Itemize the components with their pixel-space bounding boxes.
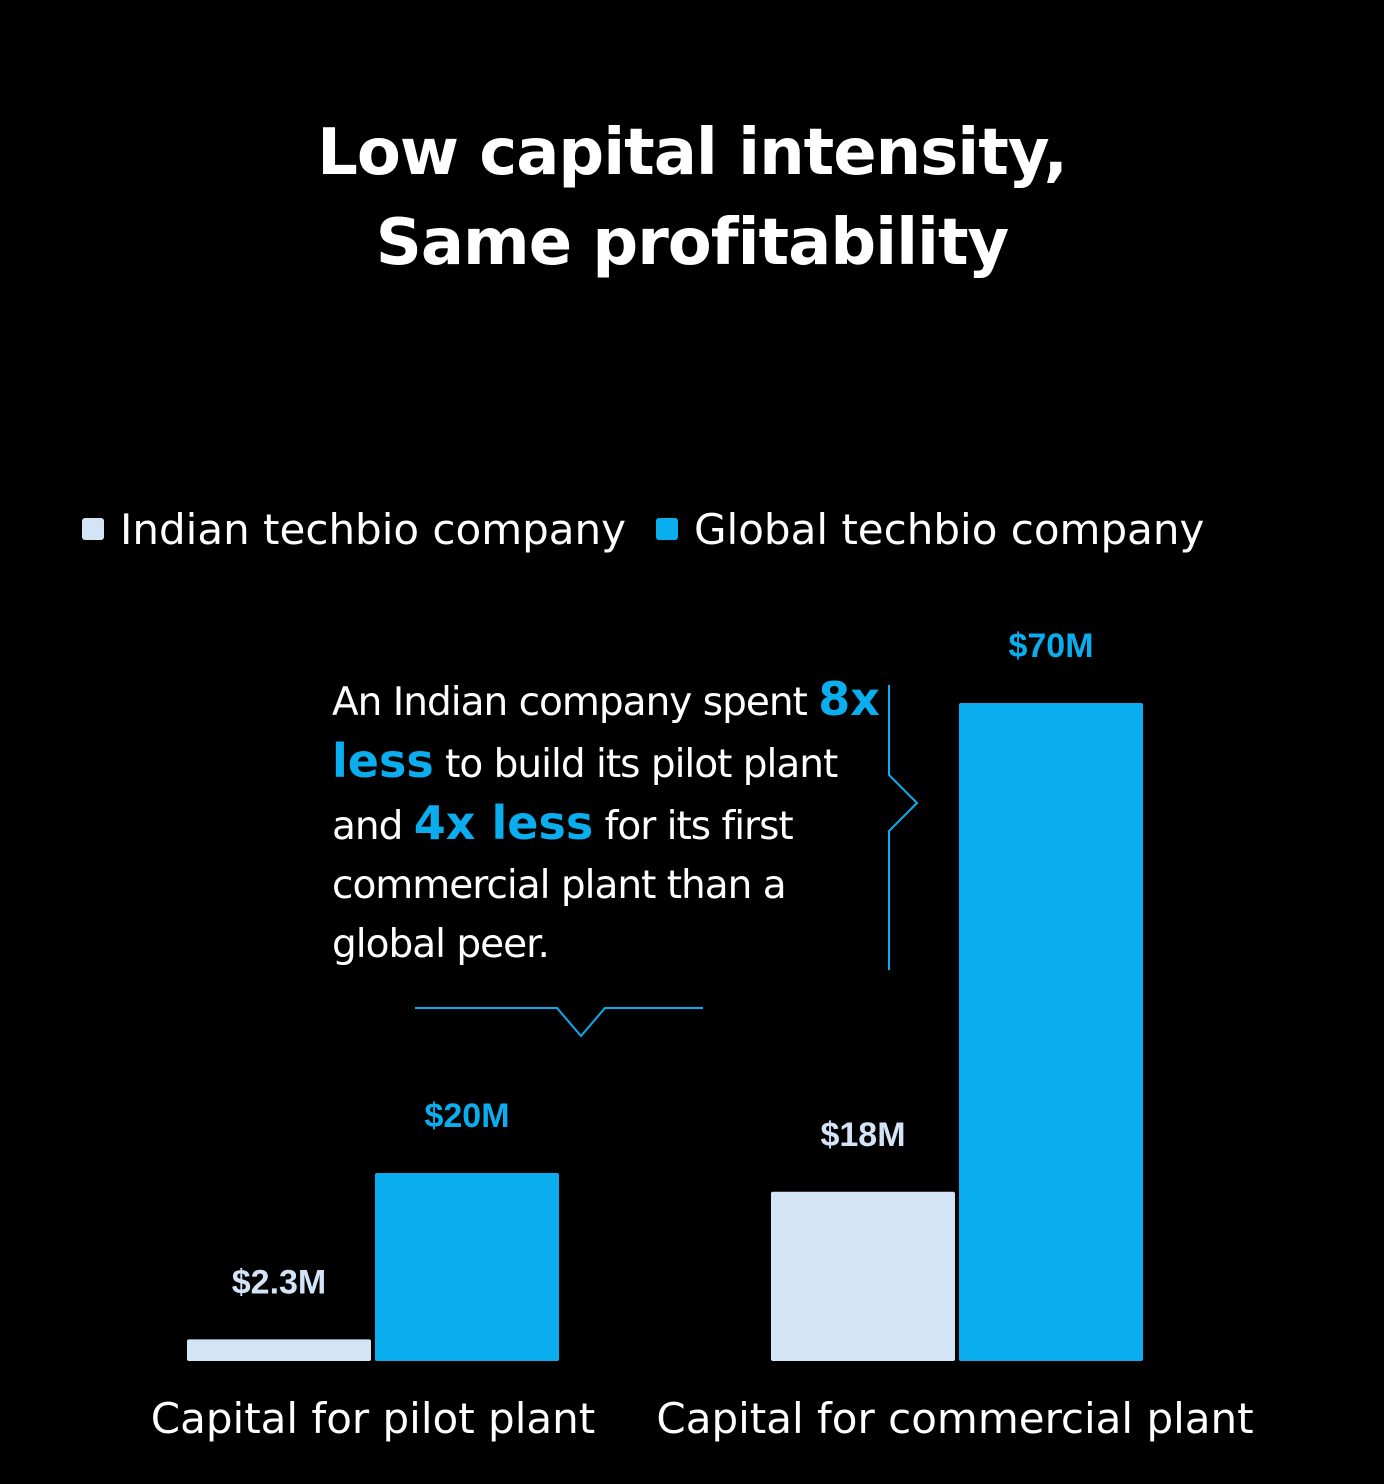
annotation-part-2: to build its pilot plant and: [332, 742, 838, 849]
annotation-bracket-pilot: [415, 1007, 703, 1038]
value-label-indian-commercial: $18M: [820, 1116, 905, 1154]
bar-indian-pilot: [187, 1339, 371, 1361]
annotation-text: An Indian company spent 8x less to build…: [332, 670, 892, 974]
legend-swatch-indian: [82, 518, 104, 540]
title-line-1: Low capital intensity,: [317, 116, 1068, 190]
value-label-indian-pilot: $2.3M: [232, 1263, 327, 1301]
legend: Indian techbio company Global techbio co…: [82, 502, 1234, 556]
bar-global-pilot: [375, 1173, 559, 1361]
title-line-2: Same profitability: [375, 206, 1010, 280]
annotation-highlight-commercial: 4x less: [413, 796, 594, 850]
legend-item-global: Global techbio company: [656, 505, 1204, 554]
category-label-pilot: Capital for pilot plant: [151, 1394, 595, 1443]
annotation-part-3: for its first commercial plant than a gl…: [332, 804, 794, 967]
chart-title: Low capital intensity, Same profitabilit…: [0, 108, 1384, 288]
bar-global-commercial: [959, 703, 1143, 1361]
bars-group: [187, 703, 1143, 1361]
value-label-global-commercial: $70M: [1008, 627, 1093, 665]
annotation-bracket-commercial: [888, 685, 919, 970]
category-label-commercial: Capital for commercial plant: [656, 1394, 1253, 1443]
annotation-part-1: An Indian company spent: [332, 680, 819, 725]
legend-label-indian: Indian techbio company: [120, 504, 627, 554]
legend-swatch-global: [656, 518, 679, 540]
annotation-highlight-pilot: 8x less: [332, 672, 880, 788]
legend-label-global: Global techbio company: [694, 504, 1205, 554]
labels-group: $2.3M $18M $20M $70M Capital for pilot plant…: [151, 627, 1254, 1443]
value-label-global-pilot: $20M: [424, 1097, 509, 1135]
bar-indian-commercial: [771, 1191, 955, 1361]
legend-item-indian: Indian techbio company: [82, 505, 626, 554]
